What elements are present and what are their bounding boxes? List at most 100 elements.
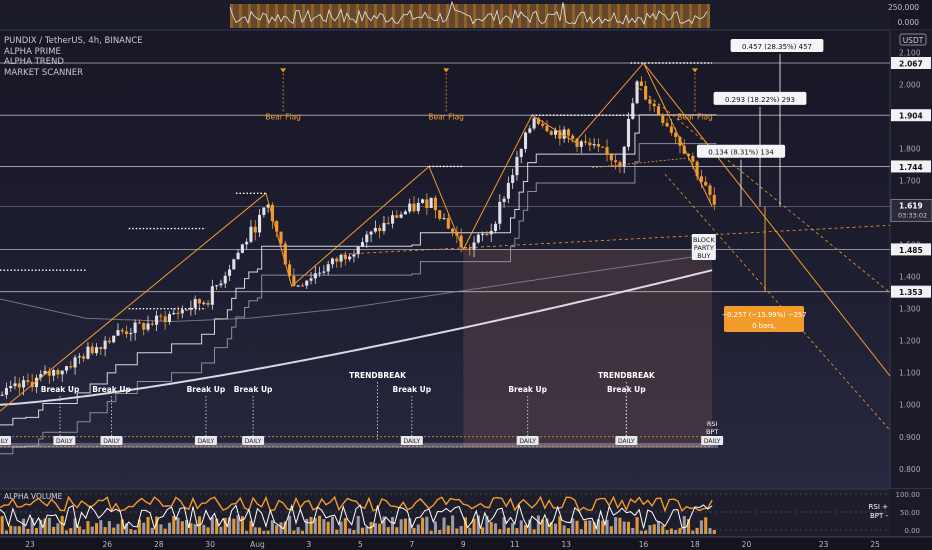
- top-strip-bar: [563, 4, 566, 28]
- candle-body: [635, 81, 639, 104]
- top-strip-bar: [350, 4, 353, 28]
- volume-bar: [223, 517, 227, 534]
- candle-body: [142, 323, 146, 330]
- volume-bar: [408, 518, 412, 534]
- top-strip-bar: [236, 4, 239, 28]
- top-strip-bar: [608, 4, 611, 28]
- candle-body: [601, 146, 605, 148]
- volume-bar: [631, 527, 635, 534]
- trail-line-white: [0, 114, 717, 426]
- candle-body: [159, 315, 163, 317]
- volume-bar: [433, 521, 437, 534]
- volume-bar: [56, 523, 60, 534]
- top-strip-bar: [566, 4, 569, 28]
- candle-body: [425, 199, 429, 208]
- countdown-label: 03:33:02: [898, 211, 927, 219]
- volume-bar: [704, 517, 708, 534]
- volume-bar: [502, 516, 506, 534]
- candle-body: [592, 144, 596, 146]
- volume-bar: [421, 517, 425, 534]
- top-strip-bar: [620, 4, 623, 28]
- volume-bar: [172, 515, 176, 534]
- daily-tag: [516, 436, 539, 445]
- candle-body: [300, 285, 304, 287]
- candle-body: [502, 198, 506, 202]
- candle-body: [219, 283, 223, 286]
- sma-line: [0, 269, 713, 406]
- top-strip-bar: [458, 4, 461, 28]
- bear-flag-marker: [443, 68, 450, 73]
- candle-body: [125, 331, 129, 335]
- top-strip-bar: [284, 4, 287, 28]
- daily-tag-label: DAILY: [245, 438, 262, 445]
- top-strip-bar: [578, 4, 581, 28]
- block-party-label: PARTY: [694, 244, 714, 252]
- indicator-alpha-prime[interactable]: ALPHA PRIME: [4, 46, 61, 57]
- price-tick-label: 1.300: [899, 305, 921, 314]
- top-strip-bar: [398, 4, 401, 28]
- candle-body: [330, 258, 335, 265]
- time-tick-label: 7: [409, 540, 414, 549]
- volume-bar: [481, 527, 485, 534]
- volume-bar: [94, 523, 99, 534]
- top-strip-bar: [353, 4, 356, 28]
- volume-bar: [472, 518, 476, 534]
- volume-bar: [549, 522, 553, 534]
- time-tick-label: 20: [742, 540, 752, 549]
- volume-bar: [438, 529, 442, 534]
- top-strip-bar: [383, 4, 386, 28]
- top-strip-bar: [275, 4, 278, 28]
- level-badge-label: 1.744: [899, 163, 923, 172]
- candle-body: [339, 254, 343, 262]
- top-strip-bar: [662, 4, 665, 28]
- volume-bar: [330, 516, 335, 534]
- top-strip-bar: [290, 4, 293, 28]
- top-strip-bar: [524, 4, 527, 28]
- top-strip-bar: [548, 4, 551, 28]
- volume-bar: [712, 530, 716, 534]
- top-strip-bar: [506, 4, 509, 28]
- top-strip-bar: [701, 4, 704, 28]
- top-strip-bar: [533, 4, 536, 28]
- bear-flag-label: Bear Flag: [265, 113, 301, 122]
- candle-body: [669, 126, 673, 133]
- volume-bar: [185, 519, 189, 534]
- down-measure-label: −0.257 (−15.99%) −257: [721, 311, 806, 319]
- top-strip-bar: [680, 4, 683, 28]
- candle-body: [133, 322, 137, 333]
- down-measure-label: 0 bars,: [752, 322, 775, 330]
- candle-body: [116, 330, 120, 336]
- top-strip-bar: [641, 4, 644, 28]
- volume-bar: [116, 523, 120, 534]
- daily-tag-label: DAILY: [103, 438, 120, 445]
- volume-bar: [258, 527, 262, 534]
- candle-body: [545, 125, 549, 132]
- block-party-label: BUY: [697, 252, 710, 260]
- candle-body: [481, 233, 485, 235]
- indicator-market-scanner[interactable]: MARKET SCANNER: [4, 67, 84, 78]
- candle-body: [438, 210, 442, 219]
- volume-bar: [219, 526, 223, 534]
- volume-bar: [579, 529, 583, 534]
- top-strip-bar: [509, 4, 512, 28]
- symbol-line[interactable]: PUNDIX / TetherUS, 4h, BINANCE: [4, 36, 143, 46]
- indicator-alpha-trend[interactable]: ALPHA TREND: [4, 57, 64, 67]
- volume-bar: [77, 526, 81, 534]
- volume-bar: [288, 515, 292, 534]
- volume-bar: [429, 530, 433, 534]
- volume-bar: [318, 515, 322, 534]
- candle-body: [236, 252, 240, 260]
- price-tick-label: 2.000: [899, 80, 921, 89]
- volume-bar: [86, 521, 90, 534]
- candle-body: [468, 248, 472, 250]
- candle-body: [288, 264, 292, 276]
- volume-bar: [656, 521, 661, 534]
- candle-body: [189, 307, 193, 310]
- measure-label: 0.293 (18.22%) 293: [725, 96, 795, 104]
- level-badge: [891, 243, 931, 256]
- volume-bar: [82, 529, 86, 534]
- volume-bar: [326, 521, 330, 534]
- candle-body: [549, 131, 553, 135]
- volume-bar: [476, 515, 480, 534]
